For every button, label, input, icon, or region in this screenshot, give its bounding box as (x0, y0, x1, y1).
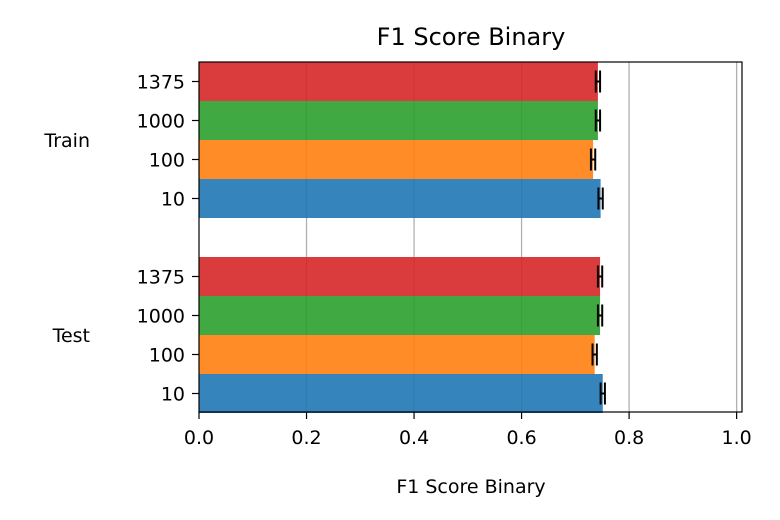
bar-train-100 (199, 140, 594, 179)
bar-test-100 (199, 335, 595, 374)
y-tick-label: 1375 (137, 267, 185, 289)
chart-title: F1 Score Binary (377, 23, 566, 51)
bar-train-1375 (199, 62, 598, 101)
x-axis-label: F1 Score Binary (396, 476, 545, 498)
y-tick-label: 10 (161, 384, 185, 406)
bar-test-1000 (199, 296, 601, 335)
x-axis-ticks: 0.0 0.2 0.4 0.6 0.8 1.0 (184, 412, 752, 449)
x-tick-label: 0.2 (291, 427, 321, 449)
group-label-train: Train (43, 130, 90, 152)
y-tick-label: 1375 (137, 72, 185, 94)
bars (199, 62, 603, 413)
bar-test-10 (199, 374, 603, 413)
x-tick-label: 0.0 (184, 427, 214, 449)
x-tick-label: 0.4 (399, 427, 429, 449)
y-tick-label: 100 (149, 150, 185, 172)
error-bars (589, 70, 606, 405)
group-label-test: Test (52, 325, 90, 347)
y-tick-label: 1000 (137, 306, 185, 328)
y-tick-label: 10 (161, 189, 185, 211)
bar-test-1375 (199, 257, 601, 296)
y-tick-label: 1000 (137, 111, 185, 133)
x-tick-label: 1.0 (722, 427, 752, 449)
x-tick-label: 0.8 (614, 427, 644, 449)
bar-train-10 (199, 179, 601, 218)
group-labels: Train Test (43, 130, 90, 347)
y-axis-ticks: 1375 1000 100 10 1375 1000 100 10 (137, 72, 199, 406)
y-tick-label: 100 (149, 345, 185, 367)
plot-frame (198, 61, 743, 413)
x-tick-label: 0.6 (506, 427, 536, 449)
bar-train-1000 (199, 101, 598, 140)
